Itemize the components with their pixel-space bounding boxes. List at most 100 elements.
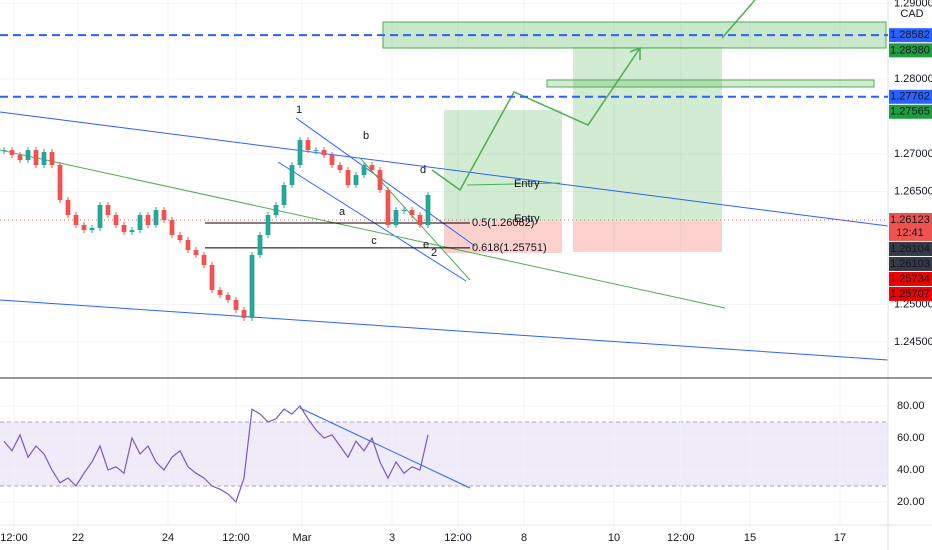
candle: [329, 155, 335, 166]
channel-line: [0, 299, 889, 361]
profit-box: [444, 110, 562, 222]
annotation: d: [420, 164, 426, 176]
candle: [249, 254, 255, 318]
fib-label: 0.618(1.25751): [472, 242, 547, 254]
candle: [65, 200, 71, 216]
y-tick-label: 1.29000: [894, 0, 932, 10]
x-tick-label: 8: [521, 532, 527, 544]
y-tick-label: 1.26500: [894, 186, 932, 198]
price-label: 1.28582: [890, 29, 930, 41]
candle: [153, 210, 159, 225]
y-tick-label: 1.28000: [894, 73, 932, 85]
candle: [241, 309, 247, 318]
rsi-trend-line: [299, 407, 471, 489]
candle: [209, 264, 215, 291]
candle: [25, 150, 31, 161]
candle: [297, 140, 303, 166]
candle: [201, 254, 207, 265]
price-label: 1.25707: [890, 288, 930, 300]
candle: [377, 170, 383, 191]
price-label-box: [889, 286, 932, 301]
target-zone: [546, 79, 875, 88]
candle: [425, 195, 431, 225]
annotation: b: [363, 130, 369, 142]
x-tick-label: 12:00: [444, 532, 472, 544]
x-tick-label: 12:00: [0, 532, 28, 544]
price-label: 1.27762: [890, 91, 930, 103]
price-label: 1.26103: [890, 258, 930, 270]
rsi-tick-label: 80.00: [897, 400, 925, 412]
candle: [9, 150, 15, 156]
candle: [113, 215, 119, 225]
price-label-box: [889, 104, 932, 119]
candle: [337, 165, 343, 171]
candle: [185, 240, 191, 251]
candle: [89, 228, 95, 231]
candle: [17, 155, 23, 161]
candle: [257, 234, 263, 255]
candle: [121, 224, 127, 232]
x-tick-label: 3: [389, 532, 395, 544]
rsi-tick-label: 60.00: [897, 432, 925, 444]
candle: [289, 165, 295, 186]
price-label: 1.25734: [890, 273, 930, 285]
price-label-box: [889, 28, 932, 43]
projection-arrow: [431, 47, 641, 192]
price-label: 1.27565: [890, 106, 930, 118]
candle: [217, 290, 223, 295]
x-tick-label: 12:00: [222, 532, 250, 544]
candle: [385, 190, 391, 225]
x-tick-label: 24: [162, 532, 174, 544]
candle: [177, 234, 183, 241]
currency: CAD: [900, 8, 923, 20]
x-tick-label: 15: [744, 532, 756, 544]
target-zone: [382, 21, 887, 49]
fib-label: 0.5(1.26082): [472, 217, 534, 229]
price-label-box: [889, 271, 932, 286]
candle: [81, 224, 87, 231]
annotation: Entry: [514, 178, 540, 190]
candle: [393, 210, 399, 225]
candle: [345, 170, 351, 186]
y-tick-label: 1.27000: [894, 148, 932, 160]
candle: [145, 215, 151, 225]
candle: [233, 299, 239, 310]
candle: [73, 215, 79, 225]
loss-box: [573, 222, 722, 252]
rsi-tick-label: 20.00: [897, 496, 925, 508]
wedge-line: [295, 117, 476, 247]
candle: [49, 152, 55, 166]
y-tick-label: 1.25000: [894, 298, 932, 310]
candle: [105, 205, 111, 216]
candle: [33, 150, 39, 166]
candle: [409, 210, 415, 216]
annotation: e: [423, 239, 429, 251]
x-tick-label: 22: [72, 532, 84, 544]
price-label-box: [889, 256, 932, 271]
rsi-line: [3, 405, 429, 504]
candle: [161, 210, 167, 221]
price-label-box: [889, 43, 932, 58]
candle: [97, 205, 103, 229]
candle: [225, 294, 231, 300]
price-label-box: [889, 212, 932, 241]
candle: [417, 215, 423, 225]
annotation: 1: [296, 104, 302, 116]
candle: [313, 150, 319, 152]
candle: [57, 165, 63, 201]
candle: [169, 220, 175, 235]
candle: [129, 230, 135, 232]
profit-box: [573, 47, 722, 222]
annotation: Entry: [514, 213, 540, 225]
price-label-box: [889, 89, 932, 104]
drawings: [0, 0, 889, 489]
candle: [353, 175, 359, 186]
annotation: 2: [431, 247, 437, 259]
trend-line: [0, 149, 726, 309]
rsi-band: [0, 422, 888, 486]
price-label: 1.28380: [890, 44, 930, 56]
x-tick-label: 17: [834, 532, 846, 544]
x-tick-label: 10: [608, 532, 620, 544]
channel-line: [0, 111, 889, 227]
countdown: 12:41: [896, 227, 924, 239]
